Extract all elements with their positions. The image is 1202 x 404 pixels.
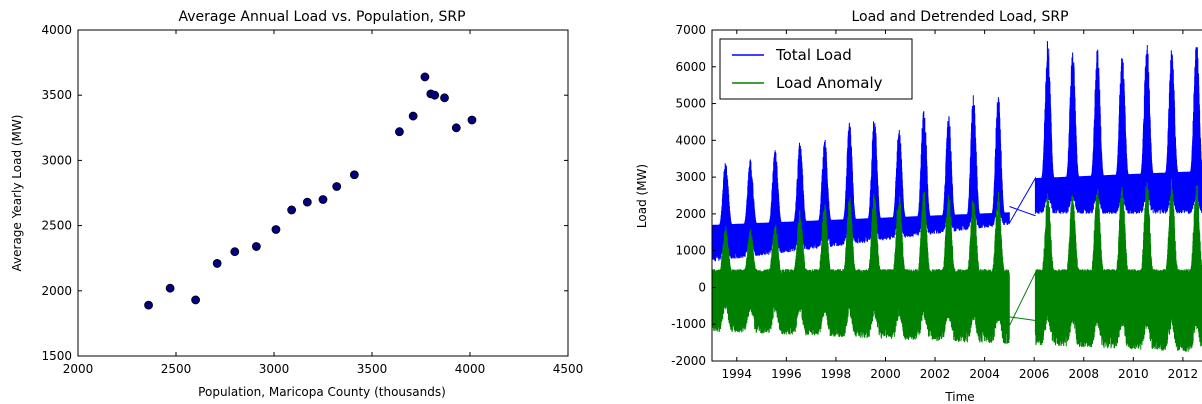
timeseries-x-tick-label: 1996 [771, 367, 802, 381]
timeseries-x-tick-label: 1994 [722, 367, 753, 381]
timeseries-ticks: 1994 1996 1998 2000 2002 2004 2006 2008 2010 2012… [671, 23, 1198, 381]
timeseries-y-tick-label: 6000 [675, 60, 706, 74]
scatter-point [302, 197, 312, 207]
scatter-point [191, 295, 201, 305]
series-total-load-gap-line [1009, 206, 1036, 217]
timeseries-y-tick-label: -1000 [671, 317, 706, 331]
timeseries-x-tick-label: 2008 [1068, 367, 1099, 381]
timeseries-x-tick-label: 2004 [969, 367, 1000, 381]
scatter-y-tick-label: 2000 [41, 284, 72, 298]
scatter-point [395, 127, 404, 137]
timeseries-title: Load and Detrended Load, SRP [851, 9, 1068, 25]
legend-total-load-label: Total Load [775, 46, 852, 64]
scatter-point [440, 93, 449, 103]
timeseries-series [712, 41, 1202, 352]
scatter-point [144, 300, 153, 310]
scatter-x-tick-label: 2000 [63, 362, 94, 376]
scatter-point [451, 123, 461, 133]
scatter-points [144, 72, 477, 310]
scatter-y-tick-label: 4000 [41, 23, 72, 37]
timeseries-x-tick-label: 2000 [870, 367, 901, 381]
series-load-anomaly-line [712, 178, 1202, 352]
scatter-x-tick-label: 4000 [455, 362, 486, 376]
timeseries-y-tick-label: 3000 [675, 170, 706, 184]
scatter-x-axis-label: Population, Maricopa County (thousands) [198, 385, 446, 399]
scatter-plot-area [77, 29, 569, 357]
scatter-title: Average Annual Load vs. Population, SRP [178, 9, 465, 25]
scatter-point [271, 225, 281, 234]
timeseries-y-tick-label: 5000 [675, 97, 706, 111]
scatter-y-tick-label: 3000 [41, 153, 72, 167]
scatter-x-tick-label: 3500 [357, 362, 388, 376]
timeseries-x-tick-label: 2010 [1118, 367, 1149, 381]
timeseries-frame [711, 29, 1202, 362]
scatter-y-tick-label: 3500 [41, 88, 72, 102]
scatter-point [230, 247, 240, 257]
scatter-point [332, 182, 342, 191]
scatter-point [287, 205, 297, 215]
timeseries-y-tick-label: 0 [698, 280, 706, 294]
timeseries-y-tick-label: -2000 [671, 354, 706, 368]
timeseries-legend: Total Load Load Anomaly [719, 38, 913, 100]
scatter-ticks: 2000 2500 3000 3500 4000 45001500200025003000… [41, 23, 583, 376]
scatter-point [430, 90, 440, 100]
scatter-point [318, 195, 328, 204]
scatter-x-tick-label: 2500 [161, 362, 192, 376]
scatter-chart: Average Annual Load vs. Population, SRP … [10, 9, 583, 399]
scatter-x-tick-label: 4500 [553, 362, 584, 376]
scatter-point [251, 242, 261, 251]
timeseries-y-tick-label: 7000 [675, 23, 706, 37]
scatter-y-axis-label: Average Yearly Load (MW) [10, 115, 24, 272]
scatter-point [349, 170, 359, 180]
scatter-x-tick-label: 3000 [259, 362, 290, 376]
timeseries-x-tick-label: 1998 [821, 367, 852, 381]
timeseries-y-axis-label: Load (MW) [635, 164, 649, 228]
timeseries-x-tick-label: 2012 [1168, 367, 1199, 381]
scatter-point [467, 115, 477, 125]
scatter-y-tick-label: 2500 [41, 219, 72, 233]
timeseries-x-tick-label: 2002 [920, 367, 951, 381]
legend-box [719, 38, 913, 100]
timeseries-y-tick-label: 4000 [675, 133, 706, 147]
timeseries-chart: Load and Detrended Load, SRP 1994 1996 199… [635, 9, 1202, 404]
timeseries-y-tick-label: 1000 [675, 244, 706, 258]
scatter-point [420, 72, 430, 82]
scatter-point [212, 259, 222, 268]
series-total-load-line [712, 41, 1202, 262]
timeseries-x-tick-label: 2006 [1019, 367, 1050, 381]
scatter-y-tick-label: 1500 [41, 349, 72, 363]
timeseries-y-tick-label: 2000 [675, 207, 706, 221]
legend-load-anomaly-label: Load Anomaly [776, 74, 883, 92]
scatter-point [165, 283, 175, 293]
series-load-anomaly-gap-line [1009, 316, 1036, 322]
scatter-point [408, 111, 418, 121]
timeseries-x-axis-label: Time [944, 390, 974, 404]
